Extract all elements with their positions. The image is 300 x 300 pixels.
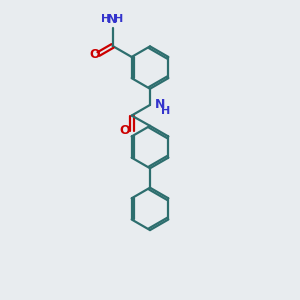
Text: H: H — [161, 106, 170, 116]
Text: H: H — [101, 14, 111, 24]
Text: H: H — [114, 14, 124, 24]
Text: N: N — [107, 13, 118, 26]
Text: O: O — [90, 47, 100, 61]
Text: O: O — [120, 124, 130, 137]
Text: N: N — [155, 98, 166, 111]
